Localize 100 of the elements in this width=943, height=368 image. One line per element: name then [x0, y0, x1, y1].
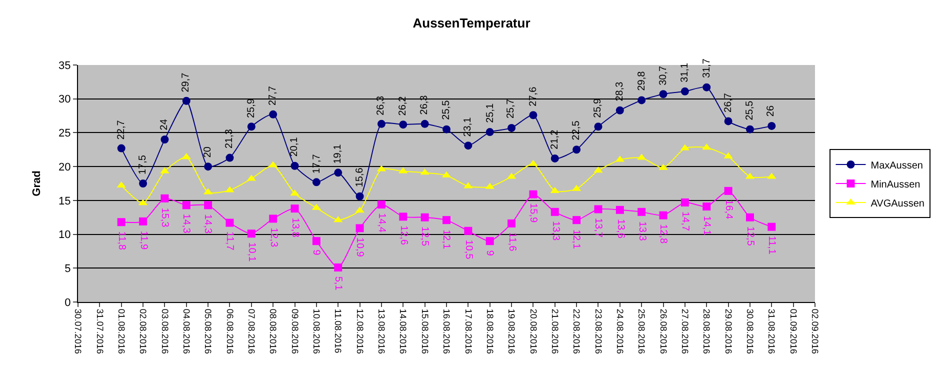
point [638, 96, 646, 104]
x-tick-label: 09.08.2016 [290, 308, 300, 354]
data-label: 12,6 [398, 226, 409, 246]
point [117, 218, 126, 226]
point [768, 222, 776, 231]
point [702, 83, 711, 92]
y-tick-label: 10 [58, 229, 71, 242]
point [377, 200, 386, 208]
point [226, 154, 234, 162]
legend-label: MaxAussen [870, 160, 923, 172]
data-label: 29,8 [636, 70, 648, 91]
data-label: 26 [766, 105, 777, 117]
x-tick-label: 08.08.2016 [268, 308, 278, 354]
data-label: 15,9 [528, 203, 539, 224]
data-label: 13,6 [614, 219, 626, 239]
point [594, 205, 602, 214]
point [464, 226, 472, 235]
data-label: 14,3 [180, 214, 192, 234]
data-label: 30,7 [658, 65, 670, 86]
data-label: 25,5 [744, 100, 756, 120]
point [702, 202, 711, 211]
point [356, 224, 364, 232]
data-label: 10,5 [463, 240, 474, 260]
point [334, 263, 342, 272]
x-tick-label: 27.08.2016 [680, 308, 690, 354]
data-label: 31,7 [701, 58, 712, 78]
legend-label: AVGAussen [870, 198, 924, 210]
x-tick-label: 29.08.2016 [723, 308, 734, 354]
x-tick-label: 22.08.2016 [572, 308, 582, 354]
x-tick-label: 10.08.2016 [312, 308, 322, 354]
point [334, 168, 342, 177]
data-label: 25,9 [592, 98, 604, 118]
x-tick-label: 19.08.2016 [506, 308, 517, 354]
x-tick-label: 15.08.2016 [420, 308, 430, 354]
point [529, 111, 538, 120]
point [572, 216, 581, 224]
x-tick-label: 18.08.2016 [484, 308, 495, 354]
y-tick-label: 15 [58, 195, 71, 208]
point [139, 217, 148, 226]
x-tick-label: 24.08.2016 [614, 308, 625, 354]
x-tick-label: 30.08.2016 [745, 308, 756, 354]
point [312, 178, 320, 186]
point [420, 213, 429, 222]
chart-title: AussenTemperatur [412, 16, 530, 30]
x-tick-label: 04.08.2016 [181, 308, 192, 354]
x-tick-label: 03.08.2016 [160, 308, 170, 354]
data-label: 12,3 [268, 228, 279, 248]
data-label: 20,1 [288, 136, 300, 157]
x-tick-label: 21.08.2016 [550, 308, 560, 354]
x-tick-label: 26.08.2016 [658, 308, 668, 354]
data-label: 13,8 [289, 218, 300, 238]
data-label: 16,4 [723, 200, 734, 220]
data-label: 15,3 [159, 208, 170, 228]
data-label: 13,3 [636, 221, 648, 242]
data-label: 31,1 [680, 62, 691, 82]
x-tick-label: 05.08.2016 [203, 308, 214, 354]
data-label: 11,7 [224, 232, 236, 251]
x-tick-label: 02.09.2016 [810, 308, 820, 354]
data-label: 11,1 [766, 236, 777, 255]
data-label: 17,7 [311, 154, 322, 174]
data-label: 14,1 [701, 216, 712, 236]
point [269, 110, 278, 118]
data-label: 12,5 [744, 226, 756, 246]
point [486, 128, 494, 136]
point [204, 162, 212, 171]
data-label: 25,9 [246, 98, 257, 118]
data-label: 27,7 [268, 86, 279, 106]
data-label: 29,7 [180, 72, 192, 92]
point [508, 124, 516, 132]
data-label: 12,1 [440, 230, 452, 250]
point [486, 237, 494, 246]
x-tick-label: 12.08.2016 [354, 308, 365, 354]
data-label: 24 [159, 118, 170, 130]
x-tick-label: 14.08.2016 [398, 308, 408, 354]
data-label: 25,5 [441, 100, 452, 120]
point [442, 216, 450, 224]
x-tick-label: 17.08.2016 [463, 308, 474, 354]
x-tick-label: 01.08.2016 [116, 308, 126, 354]
point [508, 219, 516, 228]
x-tick-label: 28.08.2016 [702, 308, 712, 354]
point [550, 154, 559, 162]
point [659, 211, 668, 220]
data-label: 27,6 [528, 86, 540, 106]
data-label: 10,9 [354, 237, 365, 258]
data-label: 14,4 [376, 213, 387, 233]
x-tick-label: 25.08.2016 [636, 308, 647, 354]
point [269, 214, 278, 223]
data-label: 13,3 [550, 221, 561, 241]
x-tick-label: 13.08.2016 [376, 308, 387, 354]
data-label: 26,7 [723, 92, 734, 112]
data-label: 14,3 [202, 214, 214, 234]
y-tick-label: 35 [58, 60, 71, 72]
point [160, 135, 169, 144]
point [594, 122, 602, 131]
point [746, 125, 754, 134]
x-tick-label: 16.08.2016 [442, 308, 452, 354]
y-tick-label: 5 [64, 262, 71, 275]
point [724, 117, 732, 126]
x-tick-label: 30.07.2016 [73, 308, 84, 354]
point [638, 208, 646, 216]
